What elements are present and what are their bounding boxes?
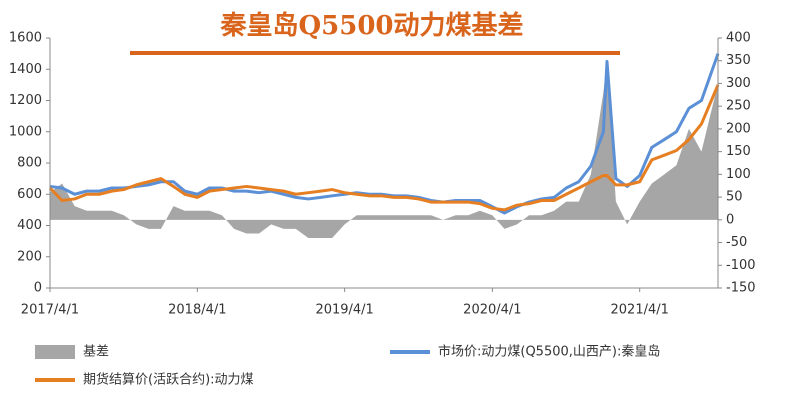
- y2-tick-label: -100: [726, 258, 756, 273]
- y2-tick-label: 100: [726, 167, 751, 182]
- y-tick-label: 800: [17, 156, 42, 171]
- y2-tick-label: 400: [726, 31, 751, 46]
- x-tick-label: 2020/4/1: [463, 303, 521, 318]
- x-tick-label: 2018/4/1: [168, 303, 226, 318]
- y2-tick-label: 250: [726, 99, 751, 114]
- y-tick-label: 600: [17, 187, 42, 202]
- y-tick-label: 1400: [9, 62, 42, 77]
- legend-label: 期货结算价(活跃合约):动力煤: [83, 372, 254, 388]
- series-line: [49, 53, 720, 215]
- y-tick-label: 200: [17, 249, 42, 264]
- y-tick-label: 1000: [9, 124, 42, 139]
- y2-tick-label: -50: [726, 235, 747, 250]
- legend-swatch: [35, 345, 75, 359]
- y2-tick-label: 300: [726, 76, 751, 91]
- y2-tick-label: 350: [726, 53, 751, 68]
- legend-label: 基差: [83, 345, 109, 360]
- y2-tick-label: 50: [726, 190, 743, 205]
- x-tick-label: 2019/4/1: [315, 303, 373, 318]
- y2-tick-label: 0: [726, 212, 734, 227]
- x-tick-label: 2021/4/1: [611, 303, 669, 318]
- series-line: [48, 84, 720, 212]
- y2-tick-label: 200: [726, 121, 751, 136]
- y-tick-label: 0: [34, 281, 42, 296]
- chart-title: 秦皇岛Q5500动力煤基差: [219, 10, 523, 41]
- y2-tick-label: 150: [726, 144, 751, 159]
- legend-label: 市场价:动力煤(Q5500,山西产):秦皇岛: [438, 344, 660, 360]
- y-tick-label: 1600: [9, 31, 42, 46]
- basis-area: [50, 60, 718, 239]
- x-tick-label: 2017/4/1: [21, 303, 79, 318]
- y-tick-label: 400: [17, 218, 42, 233]
- y2-tick-label: -150: [726, 281, 756, 296]
- y-tick-label: 1200: [9, 93, 42, 108]
